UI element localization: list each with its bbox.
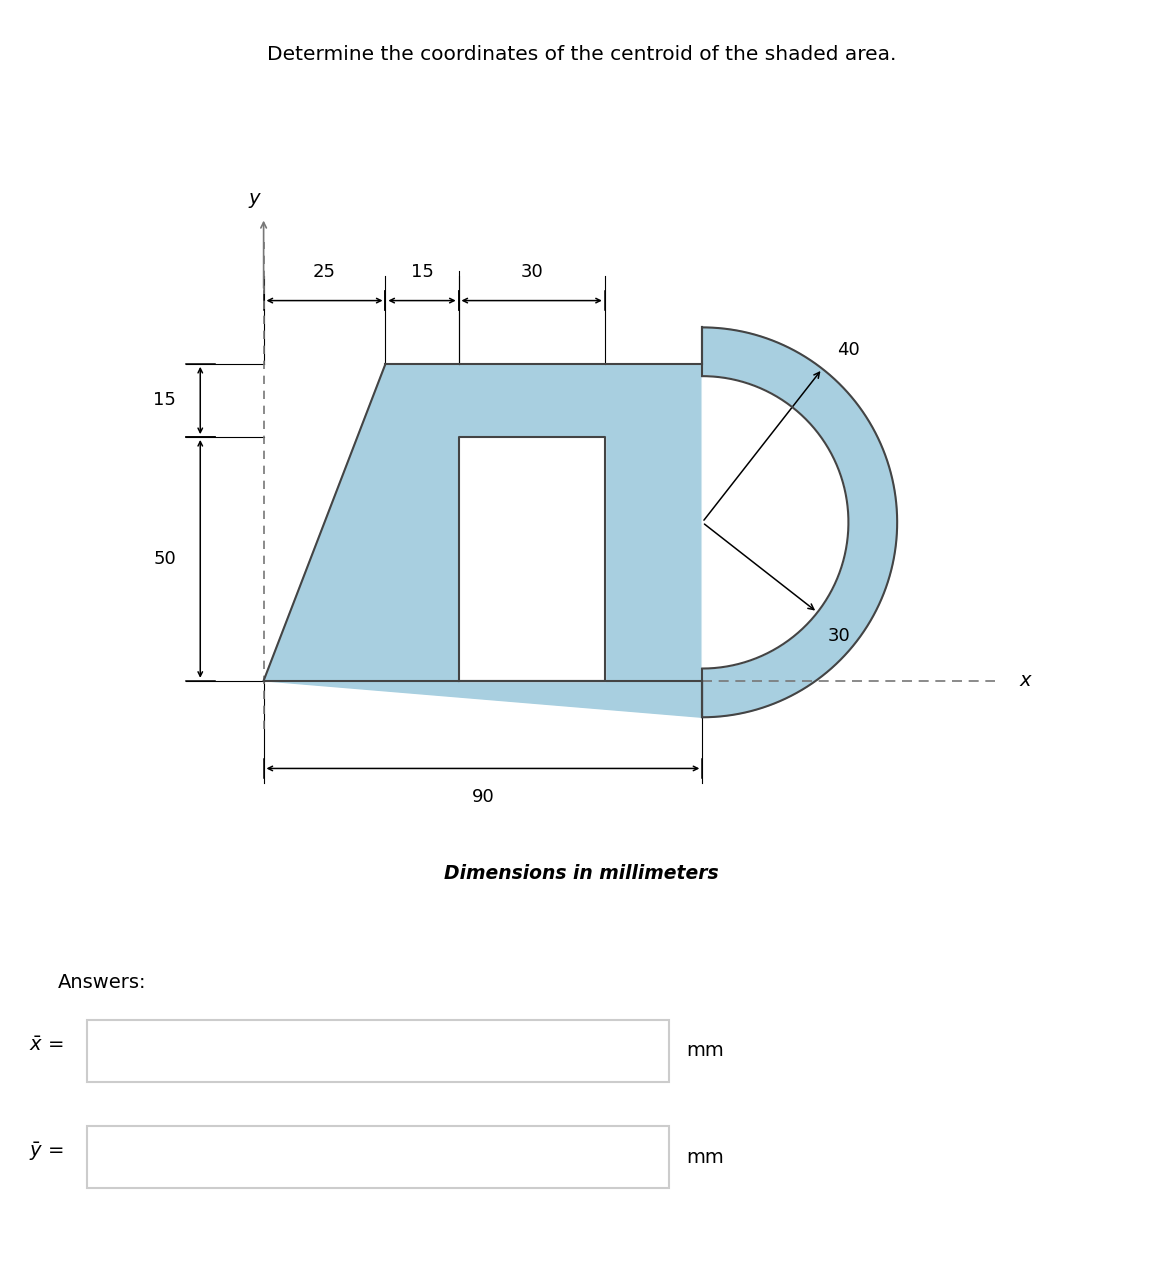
Text: 25: 25: [313, 264, 336, 282]
Text: $\bar{x}$ =: $\bar{x}$ =: [29, 1037, 64, 1055]
Text: y: y: [248, 189, 259, 207]
Text: 40: 40: [837, 340, 859, 358]
Polygon shape: [458, 436, 605, 681]
Text: 15: 15: [154, 392, 176, 410]
Polygon shape: [264, 328, 897, 717]
Text: 90: 90: [471, 788, 494, 806]
Text: Determine the coordinates of the centroid of the shaded area.: Determine the coordinates of the centroi…: [266, 45, 897, 64]
Text: Dimensions in millimeters: Dimensions in millimeters: [444, 864, 719, 883]
Text: mm: mm: [686, 1042, 723, 1060]
Text: i: i: [117, 1042, 124, 1060]
Polygon shape: [702, 376, 849, 668]
Text: i: i: [117, 1148, 124, 1166]
Text: mm: mm: [686, 1148, 723, 1166]
Text: 50: 50: [154, 550, 176, 568]
Text: $\bar{y}$ =: $\bar{y}$ =: [29, 1140, 64, 1164]
Text: 15: 15: [411, 264, 434, 282]
Text: 30: 30: [827, 627, 850, 645]
Text: Answers:: Answers:: [58, 973, 147, 992]
Text: 30: 30: [520, 264, 543, 282]
Text: x: x: [1019, 671, 1030, 690]
